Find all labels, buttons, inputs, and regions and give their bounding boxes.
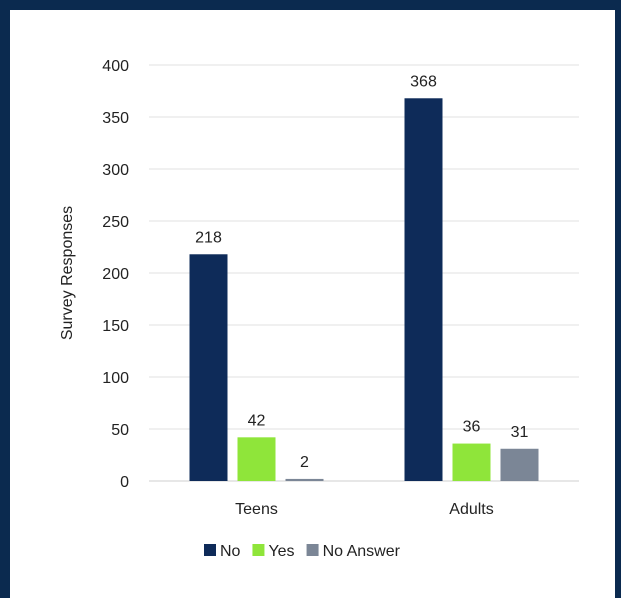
- legend-label: No: [220, 543, 241, 560]
- y-tick-label: 50: [111, 422, 129, 439]
- data-label: 218: [195, 229, 222, 246]
- legend: No Yes No Answer: [204, 543, 401, 560]
- data-labels: 218 42 2 368 36 31: [195, 73, 528, 471]
- data-label: 368: [410, 73, 437, 90]
- bars: [189, 98, 539, 481]
- data-label: 31: [511, 424, 529, 441]
- data-label: 36: [463, 419, 481, 436]
- x-tick-label: Teens: [235, 501, 278, 518]
- bar-no-answer: [500, 448, 539, 481]
- y-tick-label: 300: [102, 162, 129, 179]
- bar-yes: [452, 443, 491, 481]
- y-tick-label: 200: [102, 266, 129, 283]
- bar-no: [404, 98, 443, 481]
- legend-swatch: [204, 544, 216, 556]
- y-axis-title: Survey Responses: [59, 206, 76, 340]
- bar-chart: 0 50 100 150 200 250 300 350 400 Survey Response…: [59, 58, 579, 560]
- y-tick-label: 250: [102, 214, 129, 231]
- legend-swatch: [306, 544, 319, 556]
- bar-no-answer: [285, 478, 324, 481]
- data-label: 42: [248, 412, 266, 429]
- y-tick-label: 350: [102, 110, 129, 127]
- legend-label: No Answer: [323, 543, 401, 560]
- data-label: 2: [300, 454, 309, 471]
- x-tick-labels: Teens Adults: [235, 501, 494, 518]
- legend-label: Yes: [268, 543, 294, 560]
- y-tick-label: 150: [102, 318, 129, 335]
- y-tick-label: 0: [120, 474, 129, 491]
- bar-yes: [237, 437, 276, 481]
- legend-swatch: [252, 544, 265, 556]
- y-tick-label: 400: [102, 58, 129, 75]
- x-tick-label: Adults: [449, 501, 493, 518]
- chart-panel: 0 50 100 150 200 250 300 350 400 Survey Response…: [10, 10, 615, 598]
- y-tick-label: 100: [102, 370, 129, 387]
- y-tick-labels: 0 50 100 150 200 250 300 350 400: [102, 58, 129, 491]
- bar-no: [189, 254, 228, 481]
